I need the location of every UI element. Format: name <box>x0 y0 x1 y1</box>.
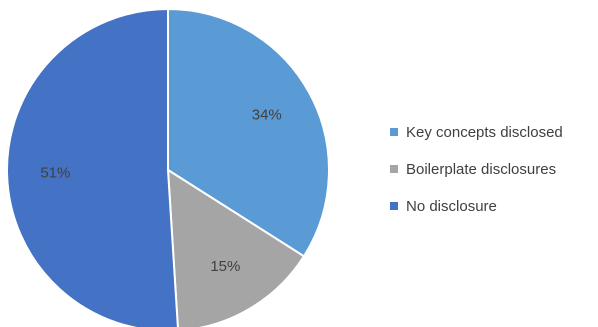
legend-label: No disclosure <box>406 197 497 215</box>
legend-swatch <box>390 165 398 173</box>
legend-item-boilerplate-disclosures: Boilerplate disclosures <box>390 159 595 179</box>
pie-plot: 34% 15% 51% <box>5 7 330 327</box>
legend-label: Key concepts disclosed <box>406 123 563 141</box>
legend-item-key-concepts-disclosed: Key concepts disclosed <box>390 122 595 142</box>
legend-swatch <box>390 128 398 136</box>
legend-label: Boilerplate disclosures <box>406 160 557 178</box>
legend-swatch <box>390 202 398 210</box>
pie-slice-boilerplate-disclosures <box>166 168 306 327</box>
data-label-key-concepts-disclosed: 34% <box>252 107 282 124</box>
data-label-boilerplate-disclosures: 15% <box>210 258 240 275</box>
data-label-no-disclosure: 51% <box>40 165 70 182</box>
pie-slice-no-disclosure <box>5 7 179 327</box>
pie-slices <box>5 7 330 327</box>
legend: Key concepts disclosed Boilerplate discl… <box>390 122 595 233</box>
pie-data-labels: 34% 15% 51% <box>40 107 281 275</box>
legend-item-no-disclosure: No disclosure <box>390 196 595 216</box>
